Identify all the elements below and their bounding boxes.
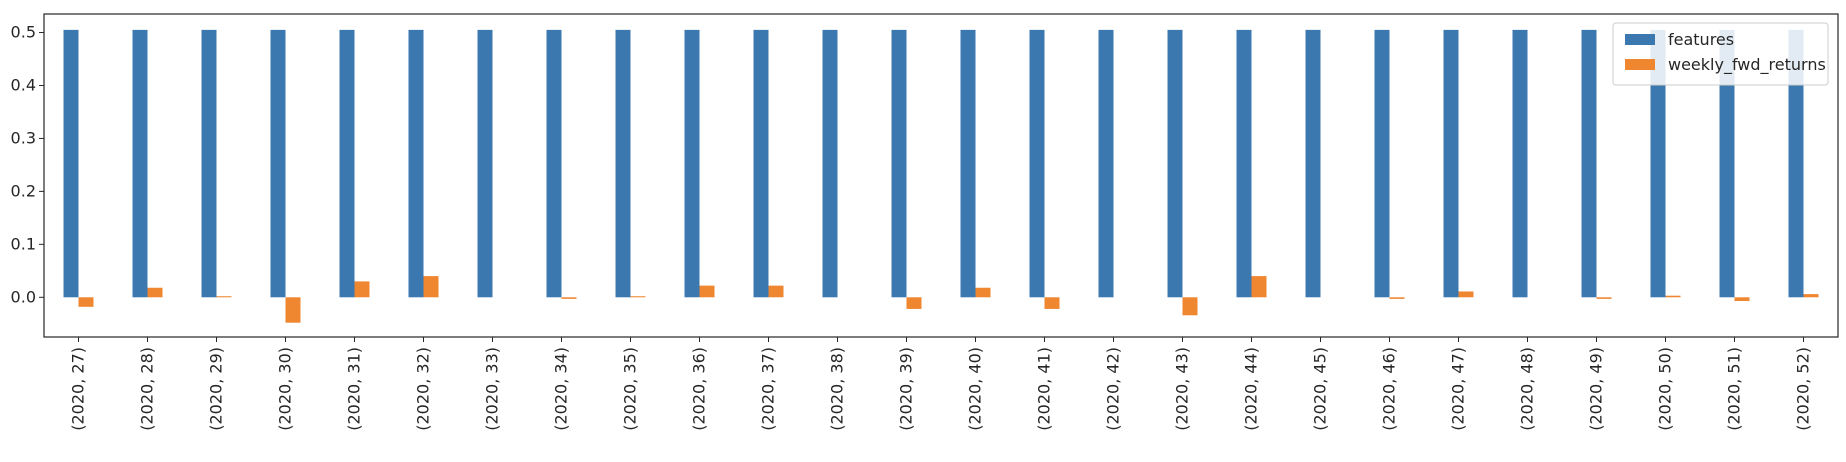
x-tick-label: (2020, 37) bbox=[759, 347, 778, 431]
x-tick-label: (2020, 49) bbox=[1587, 347, 1606, 431]
bar-weekly-fwd-returns bbox=[561, 297, 577, 299]
bar-features bbox=[1443, 29, 1459, 298]
x-tick-label: (2020, 30) bbox=[276, 347, 295, 431]
bar-weekly-fwd-returns bbox=[1734, 297, 1750, 301]
x-tick-label: (2020, 29) bbox=[207, 347, 226, 431]
bar-features bbox=[1581, 29, 1597, 298]
plot-area bbox=[63, 29, 1819, 323]
x-tick-label: (2020, 32) bbox=[414, 347, 433, 431]
bar-features bbox=[753, 29, 769, 298]
y-tick-label: 0.0 bbox=[11, 287, 36, 306]
bar-features bbox=[1236, 29, 1252, 298]
x-tick-label: (2020, 36) bbox=[690, 347, 709, 431]
y-tick-label: 0.5 bbox=[11, 23, 36, 42]
bar-features bbox=[546, 29, 562, 298]
y-axis: 0.0 0.1 0.2 0.3 0.4 0.5 bbox=[11, 23, 44, 306]
bar-weekly-fwd-returns bbox=[768, 285, 784, 298]
bar-features bbox=[615, 29, 631, 298]
bar-features bbox=[132, 29, 148, 298]
bar-weekly-fwd-returns bbox=[354, 281, 370, 298]
legend-label-features: features bbox=[1668, 30, 1734, 49]
x-tick-label: (2020, 35) bbox=[621, 347, 640, 431]
axes-frame bbox=[43, 13, 1839, 338]
x-tick-label: (2020, 33) bbox=[483, 347, 502, 431]
bar-features bbox=[1098, 29, 1114, 298]
bar-weekly-fwd-returns bbox=[285, 297, 301, 323]
bar-weekly-fwd-returns bbox=[1458, 291, 1474, 298]
legend-swatch-features bbox=[1625, 34, 1655, 45]
bar-weekly-fwd-returns bbox=[1182, 297, 1198, 316]
x-tick-label: (2020, 28) bbox=[138, 347, 157, 431]
bar-features bbox=[1029, 29, 1045, 298]
bar-features bbox=[270, 29, 286, 298]
x-tick-label: (2020, 34) bbox=[552, 347, 571, 431]
x-tick-label: (2020, 45) bbox=[1311, 347, 1330, 431]
legend-box bbox=[1612, 22, 1829, 86]
x-tick-label: (2020, 50) bbox=[1656, 347, 1675, 431]
bar-features bbox=[822, 29, 838, 298]
bar-features bbox=[1167, 29, 1183, 298]
bar-weekly-fwd-returns bbox=[1596, 297, 1612, 299]
x-tick-label: (2020, 41) bbox=[1035, 347, 1054, 431]
y-tick-label: 0.2 bbox=[11, 181, 36, 200]
bar-features bbox=[1305, 29, 1321, 298]
bar-weekly-fwd-returns bbox=[975, 287, 991, 298]
bar-features bbox=[1650, 29, 1666, 298]
bar-features bbox=[1512, 29, 1528, 298]
x-tick-label: (2020, 48) bbox=[1518, 347, 1537, 431]
x-tick-label: (2020, 51) bbox=[1725, 347, 1744, 431]
legend-swatch-weekly-fwd-returns bbox=[1625, 59, 1655, 70]
bar-features bbox=[63, 29, 79, 298]
bar-weekly-fwd-returns bbox=[147, 287, 163, 298]
x-tick-label: (2020, 47) bbox=[1449, 347, 1468, 431]
y-tick-label: 0.3 bbox=[11, 128, 36, 147]
bar-weekly-fwd-returns bbox=[1803, 294, 1819, 298]
bar-weekly-fwd-returns bbox=[423, 276, 439, 298]
x-tick-label: (2020, 44) bbox=[1242, 347, 1261, 431]
bar-features bbox=[960, 29, 976, 298]
x-tick-label: (2020, 40) bbox=[966, 347, 985, 431]
bar-features bbox=[477, 29, 493, 298]
bar-weekly-fwd-returns bbox=[630, 296, 646, 298]
x-tick-label: (2020, 27) bbox=[69, 347, 88, 431]
bar-weekly-fwd-returns bbox=[906, 297, 922, 309]
x-axis: (2020, 27) (2020, 28) (2020, 29) (2020, 30)… bbox=[69, 337, 1813, 431]
bar-weekly-fwd-returns bbox=[78, 297, 94, 307]
bar-features bbox=[1788, 29, 1804, 298]
bar-weekly-fwd-returns bbox=[1044, 297, 1060, 309]
x-tick-label: (2020, 31) bbox=[345, 347, 364, 431]
x-tick-label: (2020, 42) bbox=[1104, 347, 1123, 431]
x-tick-label: (2020, 38) bbox=[828, 347, 847, 431]
legend: features weekly_fwd_returns bbox=[1612, 22, 1829, 86]
x-tick-label: (2020, 43) bbox=[1173, 347, 1192, 431]
bar-weekly-fwd-returns bbox=[1389, 297, 1405, 299]
x-tick-label: (2020, 46) bbox=[1380, 347, 1399, 431]
legend-label-weekly-fwd-returns: weekly_fwd_returns bbox=[1668, 55, 1826, 75]
bar-features bbox=[408, 29, 424, 298]
bar-features bbox=[1374, 29, 1390, 298]
bar-features bbox=[339, 29, 355, 298]
bar-weekly-fwd-returns bbox=[699, 285, 715, 298]
y-tick-label: 0.1 bbox=[11, 234, 36, 253]
bar-weekly-fwd-returns bbox=[1251, 276, 1267, 298]
bar-weekly-fwd-returns bbox=[216, 296, 232, 298]
bar-features bbox=[201, 29, 217, 298]
bar-features bbox=[1719, 29, 1735, 298]
bar-features bbox=[684, 29, 700, 298]
x-tick-label: (2020, 39) bbox=[897, 347, 916, 431]
y-tick-label: 0.4 bbox=[11, 75, 36, 94]
x-tick-label: (2020, 52) bbox=[1794, 347, 1813, 431]
bar-weekly-fwd-returns bbox=[1665, 295, 1681, 298]
bar-features bbox=[891, 29, 907, 298]
legend-items: features weekly_fwd_returns bbox=[1625, 30, 1826, 75]
